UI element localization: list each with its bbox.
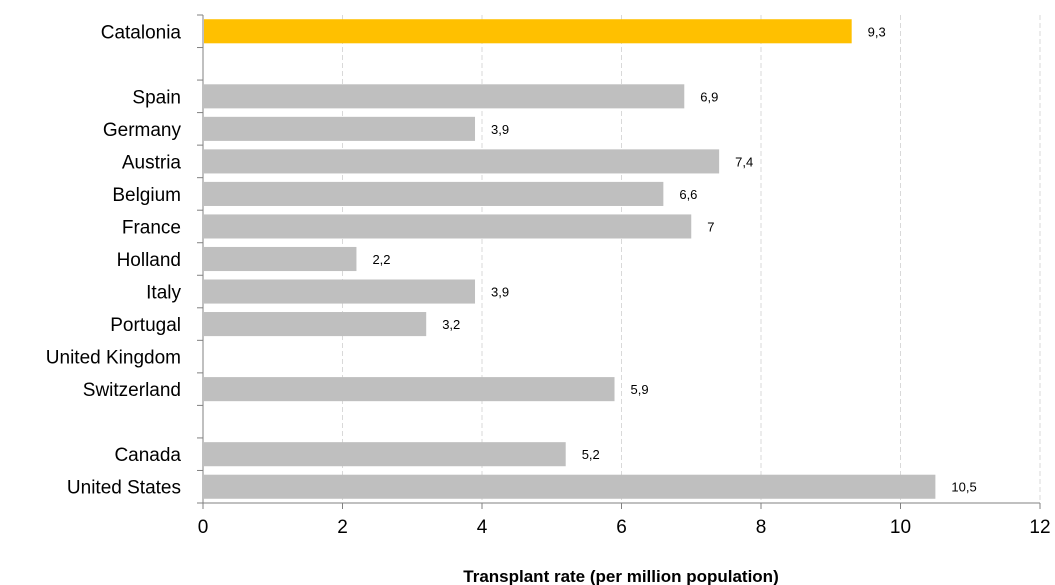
x-tick-label: 8 [756,517,767,538]
category-label: Germany [103,120,182,141]
data-label: 10,5 [951,480,976,495]
category-label: Austria [122,152,182,173]
category-label: Catalonia [101,22,182,43]
category-label: Switzerland [83,380,181,401]
bar [204,84,685,109]
bar [204,181,664,206]
data-label: 2,2 [372,252,390,267]
category-label: Holland [117,250,181,271]
bar [204,377,615,402]
data-label: 6,6 [679,187,697,202]
data-label: 5,9 [631,382,649,397]
category-label: Spain [132,87,181,108]
axes [197,14,1041,509]
data-label: 3,2 [442,317,460,332]
data-label: 3,9 [491,122,509,137]
data-label: 5,2 [582,447,600,462]
x-tick-label: 4 [477,517,488,538]
category-label: United Kingdom [46,348,181,369]
category-label: Canada [114,445,181,466]
x-tick-label: 6 [616,517,627,538]
category-label: United States [67,478,181,499]
category-label: Italy [146,283,181,304]
data-label: 7 [707,219,714,234]
bar [204,442,566,467]
bar [204,149,720,174]
data-label: 6,9 [700,89,718,104]
data-label: 3,9 [491,285,509,300]
bar [204,312,427,337]
x-tick-label: 12 [1029,517,1050,538]
labels: 0 2 4 6 8 10 12 Catalonia 9,3 Spain 6,9 Germany 3,9 A… [46,22,1051,538]
x-axis-title: Transplant rate (per million population) [463,567,778,585]
bar [204,474,936,499]
x-tick-label: 0 [198,517,209,538]
bar [204,246,357,272]
x-tick-label: 2 [337,517,348,538]
data-label: 7,4 [735,154,753,169]
category-label: Portugal [110,315,181,336]
x-tick-label: 10 [890,517,911,538]
bar [204,19,852,44]
data-label: 9,3 [868,24,886,39]
bars [204,19,936,499]
bar [204,214,692,239]
bar [204,279,476,304]
bar [204,116,476,141]
category-label: France [122,217,181,238]
category-label: Belgium [112,185,181,206]
